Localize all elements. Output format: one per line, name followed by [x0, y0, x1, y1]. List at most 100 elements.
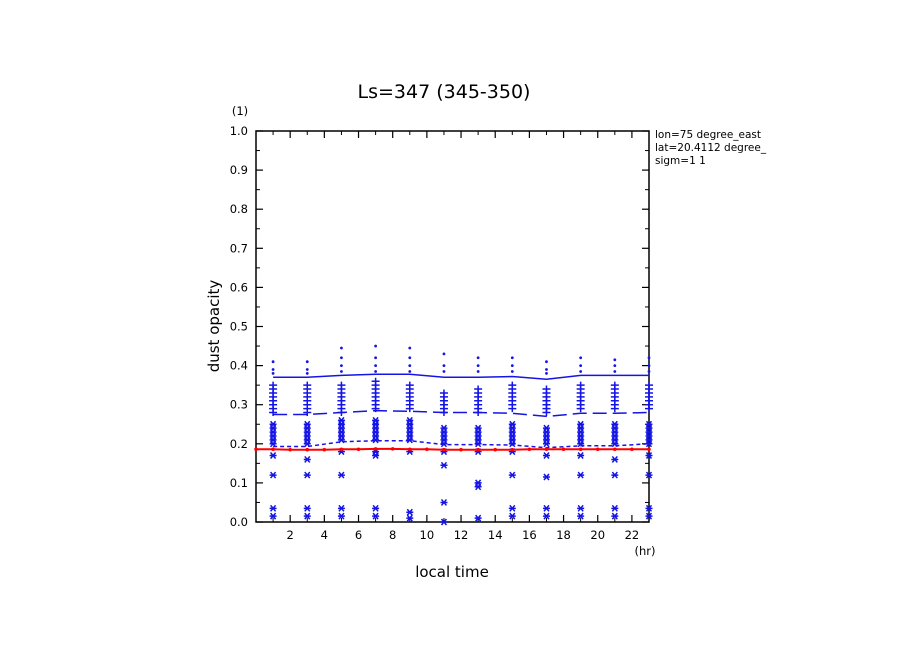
series-point: [493, 447, 498, 452]
sample-dot: [271, 372, 275, 375]
series-point: [373, 447, 378, 451]
sample-star: [303, 512, 311, 520]
sample-dot: [510, 364, 514, 367]
sample-dot: [374, 344, 378, 348]
series-point: [647, 447, 651, 452]
info-longitude: lon=75 degree_east: [655, 129, 761, 141]
y-tick-label: 0.7: [230, 241, 248, 255]
series-point: [595, 447, 600, 452]
sample-star: [542, 440, 550, 448]
sample-star: [611, 504, 619, 512]
sample-star: [303, 455, 311, 463]
sample-star: [645, 452, 653, 460]
sample-star: [269, 471, 277, 479]
series-point: [476, 447, 480, 452]
sample-star: [406, 508, 414, 516]
sample-dot: [408, 370, 412, 373]
sample-star: [508, 512, 516, 520]
series-point: [578, 447, 583, 452]
sample-star: [440, 461, 448, 469]
y-tick-label: 0.5: [230, 320, 248, 334]
sample-dot: [647, 356, 651, 360]
sample-plus: [405, 405, 414, 413]
x-tick-label: 6: [355, 528, 362, 542]
sample-star: [611, 471, 619, 479]
sample-star: [542, 512, 550, 520]
x-tick-label: 10: [420, 528, 435, 542]
sample-dot: [408, 356, 412, 360]
y-tick-label: 0.2: [230, 437, 248, 451]
sample-dot: [442, 352, 446, 356]
x-tick-label: 20: [590, 528, 605, 542]
sample-star: [645, 512, 653, 520]
series-point: [339, 447, 344, 452]
series-point: [544, 447, 549, 452]
sample-star: [440, 518, 448, 526]
sample-star: [474, 483, 482, 491]
x-axis-label: local time: [415, 563, 489, 581]
sample-star: [577, 452, 585, 460]
sample-star: [611, 455, 619, 463]
y-tick-label: 0.3: [230, 398, 248, 412]
sample-plus: [645, 405, 653, 413]
sample-star: [406, 514, 414, 522]
series-point: [356, 447, 361, 452]
series-point: [407, 447, 412, 452]
sample-star: [372, 512, 380, 520]
sample-dot: [408, 346, 412, 350]
x-axis-unit: (hr): [635, 544, 656, 558]
sample-dot: [613, 370, 617, 373]
sample-dot: [340, 356, 343, 360]
series-point: [305, 447, 310, 452]
series-point: [613, 447, 617, 452]
x-tick-label: 8: [389, 528, 396, 542]
series-point: [390, 447, 395, 451]
sample-star: [645, 504, 653, 512]
x-tick-label: 4: [321, 528, 328, 542]
sample-dot: [305, 368, 309, 371]
sample-star: [577, 471, 585, 479]
y-tick-label: 1.0: [230, 124, 248, 138]
sample-star: [269, 452, 277, 460]
sample-dot: [305, 360, 309, 364]
x-tick-label: 14: [488, 528, 503, 542]
sample-dot: [374, 356, 378, 360]
sample-star: [645, 471, 653, 479]
sample-dot: [545, 368, 548, 371]
series-line-2: [273, 409, 650, 418]
y-tick-label: 0.9: [230, 163, 248, 177]
info-sigma: sigm=1 1: [655, 155, 706, 167]
sample-star: [372, 452, 380, 460]
sample-plus: [542, 409, 551, 417]
x-tick-label: 22: [625, 528, 640, 542]
x-tick-label: 2: [287, 528, 294, 542]
series-point: [527, 447, 532, 452]
sample-star: [440, 498, 448, 506]
sample-dot: [647, 370, 651, 373]
sample-dot: [271, 368, 275, 371]
sample-dot: [647, 364, 651, 367]
sample-plus: [576, 405, 585, 413]
sample-star: [337, 504, 345, 512]
sample-dot: [510, 356, 514, 360]
series-point: [459, 447, 463, 452]
series-line-4: [256, 447, 649, 451]
sample-star: [372, 436, 380, 444]
sample-dot: [613, 358, 617, 362]
sample-star: [577, 504, 585, 512]
sample-dot: [476, 356, 480, 360]
x-tick-label: 16: [522, 528, 537, 542]
sample-star: [474, 514, 482, 522]
sample-plus: [303, 409, 312, 417]
sample-star: [303, 504, 311, 512]
sample-plus: [508, 405, 517, 413]
sample-star: [372, 504, 380, 512]
sample-star: [269, 512, 277, 520]
x-tick-label: 12: [454, 528, 469, 542]
series-point: [630, 447, 634, 452]
sample-dot: [374, 370, 378, 373]
sample-dot: [442, 370, 446, 373]
y-axis-label: dust opacity: [205, 280, 223, 373]
